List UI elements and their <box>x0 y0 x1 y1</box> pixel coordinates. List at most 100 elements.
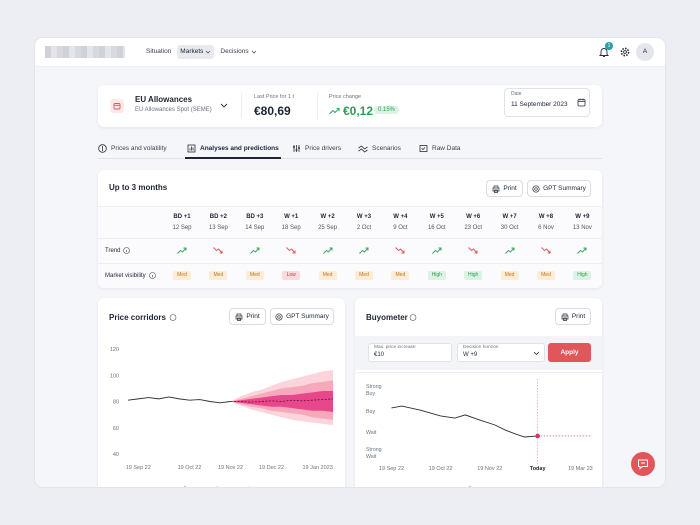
chevron <box>251 50 256 54</box>
product-dropdown[interactable] <box>220 103 228 109</box>
y-tick-label: Wait <box>366 429 377 436</box>
avatar[interactable]: A <box>636 43 654 61</box>
x-tick-label: 19 Sep 22 <box>379 466 404 472</box>
button-label: Print <box>246 313 260 320</box>
decision-horizon-select[interactable]: Decision horizon W +9 <box>457 343 545 362</box>
print-button[interactable]: Print <box>555 308 591 325</box>
info-icon <box>169 314 177 321</box>
print-button[interactable]: Print <box>229 308 266 325</box>
visibility-badge: Med <box>355 271 373 280</box>
tab-label: Analyses and predictions <box>200 144 279 152</box>
trend-arrow <box>468 247 478 254</box>
max-price-input[interactable]: Max. price increase €10 <box>368 343 452 362</box>
period-label: BD +2 <box>209 214 227 220</box>
tab[interactable]: Raw Data <box>419 142 461 154</box>
period-label: BD +3 <box>246 214 264 220</box>
logo[interactable] <box>45 46 125 58</box>
nav-link[interactable]: Markets <box>177 45 215 59</box>
trend-icon <box>213 247 223 254</box>
date-picker[interactable]: Date 11 September 2023 <box>504 88 590 117</box>
visibility-badge: Low <box>282 271 301 280</box>
price-change-label: Price change <box>329 94 362 100</box>
trend-arrow <box>286 247 296 254</box>
tab-label: Prices and volatility <box>111 144 167 152</box>
date-label: Date <box>511 91 522 97</box>
tab[interactable]: Analyses and predictions <box>187 142 279 154</box>
tab-label: Scenarios <box>372 144 401 152</box>
settings-icon[interactable] <box>619 46 631 58</box>
price-change: €0,12 <box>343 104 374 118</box>
period-label: W +3 <box>356 214 372 220</box>
legend-swatch <box>215 486 219 487</box>
date-label: 16 Oct <box>427 225 446 231</box>
date-value: 11 September 2023 <box>511 101 568 108</box>
notification-badge: 1 <box>605 42 613 50</box>
period-label: W +1 <box>284 214 299 220</box>
visibility-badge: Med <box>500 271 519 280</box>
buyometer-chart: Buyometer 19 Sep 22 19 Oct 22 19 Nov 22 Tod… <box>366 313 593 487</box>
row-label: Market visibility <box>105 272 146 279</box>
trend-arrow <box>577 247 587 254</box>
input-value: W +9 <box>463 352 478 358</box>
legend-swatch <box>183 486 187 487</box>
visibility-badge: Med <box>245 271 264 280</box>
product-name: EU Allowances <box>135 95 193 104</box>
gpt-summary-button[interactable]: GPT Summary <box>270 308 334 325</box>
nav-link-text: Situation <box>146 48 172 55</box>
period-label: BD +1 <box>173 214 191 220</box>
visibility-badge: Med <box>537 271 555 280</box>
tab[interactable]: Scenarios <box>358 142 401 154</box>
trend-icon <box>286 247 296 254</box>
button-label: Print <box>571 313 586 320</box>
trend-icon <box>249 247 260 254</box>
nav-link[interactable]: Situation <box>143 45 174 59</box>
period-label: W +9 <box>575 214 590 220</box>
gpt-summary-button[interactable]: GPT Summary <box>527 180 591 197</box>
corridor-band <box>230 391 333 412</box>
tab-label: Price drivers <box>305 144 342 152</box>
trend-icon <box>541 247 551 254</box>
outlook-card: Up to 3 months Print GPT Summary Trend M… <box>98 170 602 288</box>
divider <box>355 372 602 373</box>
info-icon <box>409 314 417 321</box>
trend-icon <box>359 247 369 254</box>
y-tick-label: 60 <box>113 426 119 432</box>
x-tick-label: 19 Oct 22 <box>429 466 453 472</box>
apply-button[interactable]: Apply <box>548 343 591 362</box>
median-line <box>230 398 334 403</box>
row-line <box>98 263 602 264</box>
nav-link-text: Decisions <box>220 48 249 55</box>
date-label: 12 Sep <box>172 225 192 231</box>
trend-icon <box>431 247 442 254</box>
trend-icon <box>322 247 333 254</box>
trend-arrow <box>249 247 260 254</box>
visibility-badge: High <box>427 271 446 280</box>
row-label: Trend <box>105 247 121 254</box>
date-label: 23 Oct <box>464 225 483 231</box>
chat-button[interactable] <box>631 452 655 476</box>
chevron <box>533 351 540 356</box>
trend-arrow <box>504 247 515 254</box>
product-subtitle: EU Allowances Spot (SEME) <box>135 107 212 113</box>
date-label: 14 Sep <box>245 225 265 231</box>
date-label: 18 Sep <box>281 225 301 231</box>
tab-baseline <box>98 158 602 159</box>
date-label: 2 Oct <box>356 225 372 231</box>
nav-link[interactable]: Decisions <box>217 45 259 59</box>
tab[interactable]: Prices and volatility <box>98 142 167 154</box>
x-tick-label: 19 Nov 22 <box>477 466 502 472</box>
tab[interactable]: Price drivers <box>292 142 341 154</box>
input-value: €10 <box>374 352 385 358</box>
today-marker <box>535 433 540 439</box>
x-tick-label: 19 Nov 22 <box>218 465 243 471</box>
date-label: 9 Oct <box>393 225 408 231</box>
y-tick-label: Strong Buy <box>366 384 382 398</box>
top-nav: Situation Markets Decisions 1 A <box>35 38 665 67</box>
trend-arrow <box>395 247 405 254</box>
legend-swatch <box>247 486 251 487</box>
print-button[interactable]: Print <box>486 180 523 197</box>
y-tick-label: 100 <box>110 373 119 379</box>
nav-link-text: Markets <box>180 48 204 55</box>
x-tick-label: 19 Dec 22 <box>259 465 284 471</box>
